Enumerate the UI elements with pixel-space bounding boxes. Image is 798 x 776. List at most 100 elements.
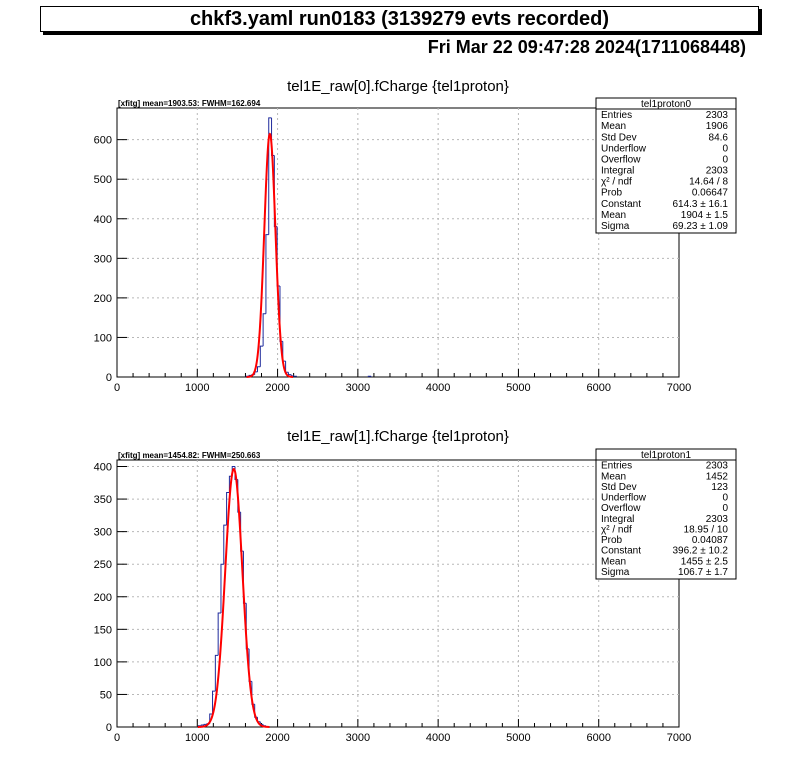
fit-summary-label: [xfitg] mean=1454.82: FWHM=250.663 bbox=[118, 451, 261, 460]
stats-row-label: Overflow bbox=[601, 154, 641, 165]
gaussian-fit-curve bbox=[197, 467, 270, 728]
stats-row-value: 1455 ± 2.5 bbox=[681, 556, 729, 567]
histogram-bin bbox=[203, 723, 207, 726]
histogram-bin bbox=[200, 724, 205, 726]
stats-row-value: 2303 bbox=[706, 110, 729, 121]
plot-frame bbox=[116, 459, 680, 728]
x-tick-label: 2000 bbox=[265, 382, 289, 394]
stats-row-value: 0.06647 bbox=[692, 188, 729, 199]
stats-row-value: 1904 ± 1.5 bbox=[681, 210, 729, 221]
histogram-pad-1: tel1E_raw[1].fCharge {tel1proton} [xfitg]… bbox=[94, 428, 737, 744]
y-tick-label: 500 bbox=[94, 174, 112, 186]
stats-box-title: tel1proton0 bbox=[641, 99, 691, 110]
canvas-title: chkf3.yaml run0183 (3139279 evts recorde… bbox=[40, 6, 759, 32]
stats-row-value: 1906 bbox=[706, 121, 729, 132]
stats-row-label: Mean bbox=[601, 210, 626, 221]
stats-row-value: 0 bbox=[722, 143, 728, 154]
y-tick-label: 250 bbox=[94, 559, 112, 571]
stats-row-value: 0.04087 bbox=[692, 535, 729, 546]
run-timestamp: Fri Mar 22 09:47:28 2024(1711068448) bbox=[427, 37, 746, 57]
histogram-bin bbox=[220, 563, 224, 614]
y-tick-label: 400 bbox=[94, 462, 112, 474]
stats-row-value: 2303 bbox=[706, 461, 729, 472]
stats-row-label: Underflow bbox=[601, 143, 647, 154]
fit-summary-label: [xfitg] mean=1903.53: FWHM=162.694 bbox=[118, 99, 261, 108]
stats-row-label: Std Dev bbox=[601, 482, 637, 493]
histogram-bin bbox=[265, 234, 269, 314]
stats-row-label: Sigma bbox=[601, 567, 630, 578]
y-tick-label: 200 bbox=[94, 293, 112, 305]
y-tick-label: 300 bbox=[94, 253, 112, 265]
y-tick-label: 300 bbox=[94, 527, 112, 539]
x-tick-label: 4000 bbox=[426, 382, 450, 394]
stats-row-label: Integral bbox=[601, 166, 634, 177]
x-tick-label: 7000 bbox=[667, 732, 691, 744]
y-tick-label: 400 bbox=[94, 214, 112, 226]
histogram-bin bbox=[223, 524, 227, 565]
stats-box-title: tel1proton1 bbox=[641, 450, 691, 461]
gaussian-fit-curve bbox=[246, 132, 294, 378]
stats-row-label: Std Dev bbox=[601, 132, 637, 143]
stats-row-label: Mean bbox=[601, 121, 626, 132]
histogram-bin bbox=[257, 366, 261, 372]
histogram-bin bbox=[268, 117, 272, 235]
pad-title: tel1E_raw[0].fCharge {tel1proton} bbox=[287, 78, 509, 95]
histogram-bin bbox=[290, 374, 295, 377]
stats-row-value: 0 bbox=[722, 493, 728, 504]
stats-row-label: Entries bbox=[601, 461, 632, 472]
x-tick-label: 6000 bbox=[586, 382, 610, 394]
x-tick-label: 7000 bbox=[667, 382, 691, 394]
stats-row-label: χ² / ndf bbox=[601, 177, 632, 188]
stats-row-label: Integral bbox=[601, 514, 634, 525]
histogram-bin bbox=[214, 654, 219, 692]
stats-row-value: 2303 bbox=[706, 514, 729, 525]
stats-row-value: 84.6 bbox=[709, 132, 729, 143]
histogram-bin bbox=[367, 375, 372, 377]
stats-row-label: Prob bbox=[601, 535, 623, 546]
stats-row-label: Entries bbox=[601, 110, 632, 121]
x-tick-label: 3000 bbox=[346, 382, 370, 394]
x-tick-label: 4000 bbox=[426, 732, 450, 744]
x-tick-label: 2000 bbox=[265, 732, 289, 744]
y-tick-label: 100 bbox=[94, 657, 112, 669]
histogram-bin bbox=[262, 313, 266, 347]
x-tick-label: 5000 bbox=[506, 732, 530, 744]
histogram-bin bbox=[212, 690, 216, 714]
y-tick-label: 0 bbox=[106, 372, 112, 384]
stats-row-label: Sigma bbox=[601, 221, 630, 232]
histogram-pad-0: tel1E_raw[0].fCharge {tel1proton} [xfitg]… bbox=[94, 78, 737, 394]
histogram-bin bbox=[259, 345, 264, 367]
stats-row-value: 106.7 ± 1.7 bbox=[678, 567, 728, 578]
x-tick-label: 0 bbox=[114, 382, 120, 394]
stats-row-value: 0 bbox=[722, 154, 728, 165]
stats-row-label: Mean bbox=[601, 556, 626, 567]
y-tick-label: 0 bbox=[106, 722, 112, 734]
stats-row-value: 2303 bbox=[706, 166, 729, 177]
y-tick-label: 350 bbox=[94, 494, 112, 506]
stats-row-value: 123 bbox=[711, 482, 728, 493]
stats-row-value: 0 bbox=[722, 503, 728, 514]
stats-row-label: Prob bbox=[601, 188, 623, 199]
stats-row-value: 1452 bbox=[706, 471, 729, 482]
histogram-bin bbox=[287, 372, 292, 376]
stats-box bbox=[595, 448, 737, 580]
histogram-bin bbox=[217, 612, 221, 656]
y-tick-label: 100 bbox=[94, 332, 112, 344]
y-tick-label: 150 bbox=[94, 624, 112, 636]
stats-row-value: 14.64 / 8 bbox=[689, 177, 728, 188]
y-tick-label: 200 bbox=[94, 592, 112, 604]
stats-row-value: 18.95 / 10 bbox=[684, 524, 729, 535]
pad-title: tel1E_raw[1].fCharge {tel1proton} bbox=[287, 428, 509, 445]
stats-row-label: Constant bbox=[601, 199, 641, 210]
x-tick-label: 1000 bbox=[185, 732, 209, 744]
plot-frame bbox=[116, 107, 680, 378]
stats-box bbox=[595, 97, 737, 234]
histogram-bin bbox=[226, 492, 230, 526]
stats-row-label: Mean bbox=[601, 471, 626, 482]
stats-row-value: 396.2 ± 10.2 bbox=[672, 546, 728, 557]
y-tick-label: 50 bbox=[100, 689, 112, 701]
stats-row-value: 614.3 ± 16.1 bbox=[672, 199, 728, 210]
stats-row-label: χ² / ndf bbox=[601, 524, 632, 535]
x-tick-label: 0 bbox=[114, 732, 120, 744]
stats-row-value: 69.23 ± 1.09 bbox=[672, 221, 728, 232]
